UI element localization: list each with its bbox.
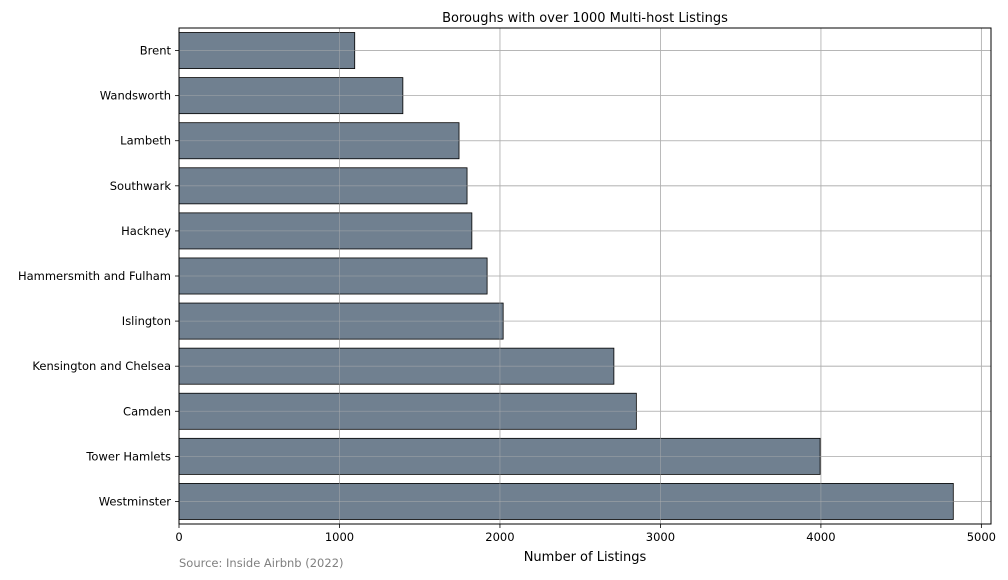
y-tick-label: Camden	[123, 404, 171, 418]
x-tick-label: 5000	[967, 530, 996, 544]
x-axis-label: Number of Listings	[524, 550, 647, 565]
y-tick-label: Kensington and Chelsea	[32, 359, 171, 373]
y-tick-label: Wandsworth	[100, 89, 171, 103]
x-tick-label: 3000	[646, 530, 675, 544]
x-tick-label: 2000	[485, 530, 514, 544]
y-tick-label: Tower Hamlets	[85, 449, 171, 463]
y-axis-ticks: Brent Wandsworth Lambeth Southwark Hackney Ha…	[18, 44, 179, 508]
y-tick-label: Southwark	[110, 179, 172, 193]
y-tick-label: Hammersmith and Fulham	[18, 269, 171, 283]
x-tick-label: 4000	[806, 530, 835, 544]
x-tick-label: 0	[175, 530, 182, 544]
source-note: Source: Inside Airbnb (2022)	[179, 556, 344, 570]
x-tick-label: 1000	[325, 530, 354, 544]
x-axis-ticks: 0 1000 2000 3000 4000 5000	[175, 524, 996, 544]
chart-title: Boroughs with over 1000 Multi-host Listi…	[442, 11, 728, 26]
grid-overlay	[178, 28, 991, 524]
y-tick-label: Brent	[140, 44, 172, 58]
y-tick-label: Lambeth	[120, 134, 171, 148]
y-tick-label: Hackney	[121, 224, 171, 238]
y-tick-label: Islington	[122, 314, 171, 328]
y-tick-label: Westminster	[99, 494, 172, 508]
